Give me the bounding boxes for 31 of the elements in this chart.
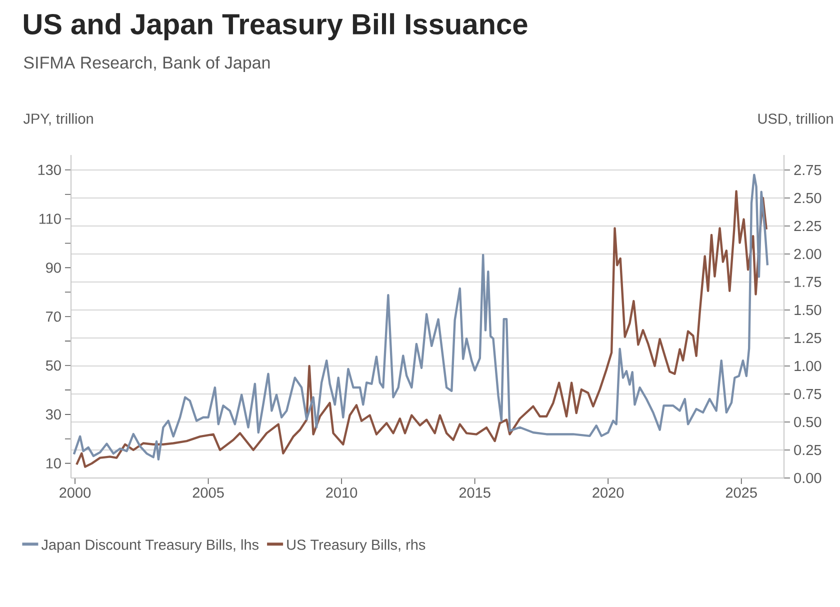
chart-subtitle: SIFMA Research, Bank of Japan [24,56,270,72]
y-tick-label: 10 [46,458,61,468]
x-tick-label: 2015 [459,488,490,498]
chart-title: US and Japan Treasury Bill Issuance [24,13,528,40]
y2-tick-label: 1.50 [794,304,822,316]
y2-tick-label: 2.75 [794,164,822,176]
x-tick-label: 2025 [726,488,757,498]
x-tick-label: 2010 [326,488,358,498]
y2-tick-label: 0.25 [794,444,822,456]
y-tick-label: 50 [46,360,61,371]
y2-tick-label: 0.75 [794,388,822,400]
y-axis-title: JPY, trillion [23,113,93,126]
x-tick-label: 2000 [60,488,91,498]
legend-label: US Treasury Bills, rhs [287,539,426,553]
y2-tick-label: 2.00 [794,248,822,260]
x-tick-label: 2020 [592,488,624,498]
y-tick-label: 90 [46,262,61,273]
y2-axis-title: USD, trillion [758,113,833,126]
y2-tick-label: 1.00 [794,360,822,372]
y2-tick-label: 2.25 [794,220,822,232]
x-tick-label: 2005 [192,488,224,498]
y2-tick-label: 0.50 [794,416,822,428]
y-tick-label: 30 [46,409,61,420]
y-tick-label: 70 [46,311,61,322]
y-tick-label: 130 [38,164,61,176]
y2-tick-label: 0.00 [794,472,822,484]
y-tick-label: 110 [39,214,61,224]
y2-tick-label: 1.75 [794,276,822,288]
y2-tick-label: 2.50 [794,192,822,204]
legend-label: Japan Discount Treasury Bills, lhs [41,539,258,553]
y2-tick-label: 1.25 [794,332,822,344]
